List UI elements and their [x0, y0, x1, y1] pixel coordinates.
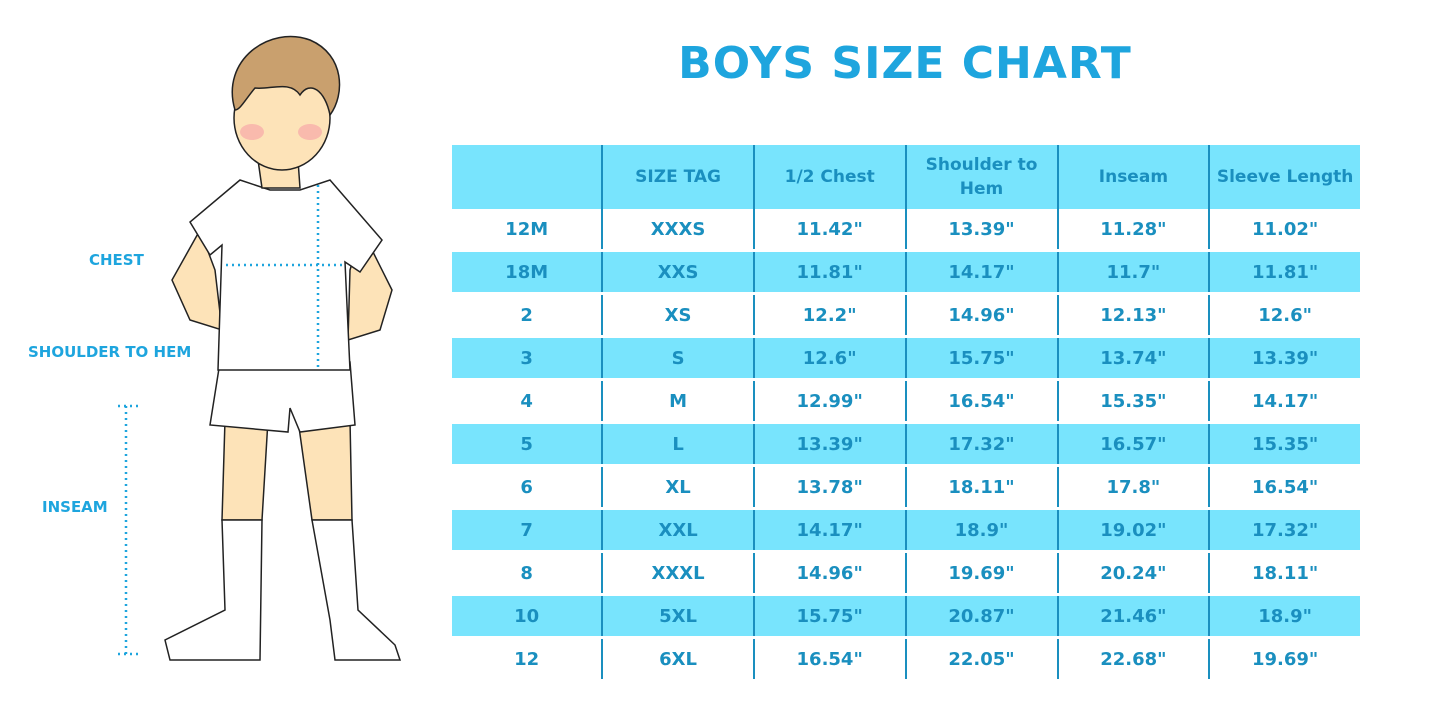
table-cell: 14.17" — [1208, 379, 1360, 423]
table-cell: 20.24" — [1056, 551, 1210, 595]
table-cell: XXS — [601, 249, 754, 295]
table-cell: 13.74" — [1056, 335, 1210, 381]
table-cell: XXL — [601, 507, 754, 553]
table-row: 3 S 12.6" 15.75" 13.74" 13.39" — [452, 335, 1360, 381]
table-cell: XL — [601, 465, 754, 509]
table-cell: 6 — [520, 476, 533, 498]
table-cell: 11.28" — [1056, 209, 1210, 251]
table-cell: 14.17" — [904, 249, 1058, 295]
column-header: SIZE TAG — [601, 145, 754, 209]
table-cell: 19.69" — [1208, 637, 1360, 679]
header-row: SIZE TAG 1/2 Chest Shoulder to Hem Inseam Sl… — [452, 145, 1360, 209]
table-cell: 17.8" — [1056, 465, 1210, 509]
table-row: 5 L 13.39" 17.32" 16.57" 15.35" — [452, 421, 1360, 467]
table-cell: 11.81" — [752, 249, 906, 295]
table-row: 10 5XL 15.75" 20.87" 21.46" 18.9" — [452, 593, 1360, 639]
table-cell: 12.99" — [752, 379, 906, 423]
table-cell: L — [601, 421, 754, 467]
table-cell: 15.75" — [904, 335, 1058, 381]
table-cell: 13.78" — [752, 465, 906, 509]
table-cell: 5XL — [601, 593, 754, 639]
table-cell: 11.7" — [1056, 249, 1210, 295]
table-cell: 19.69" — [904, 551, 1058, 595]
table-cell: 11.42" — [752, 209, 906, 251]
table-cell: 16.54" — [752, 637, 906, 679]
table-cell: 6XL — [601, 637, 754, 679]
table-row: 4 M 12.99" 16.54" 15.35" 14.17" — [452, 379, 1360, 423]
table-cell: 13.39" — [904, 209, 1058, 251]
table-cell: 14.96" — [904, 293, 1058, 337]
table-row: 6 XL 13.78" 18.11" 17.8" 16.54" — [452, 465, 1360, 509]
table-cell: 17.32" — [1208, 507, 1360, 553]
table-cell: 21.46" — [1056, 593, 1210, 639]
table-row: 18M XXS 11.81" 14.17" 11.7" 11.81" — [452, 249, 1360, 295]
table-cell: 15.75" — [752, 593, 906, 639]
table-cell: XXXL — [601, 551, 754, 595]
table-cell: 18.9" — [1208, 593, 1360, 639]
table-cell: 4 — [520, 390, 533, 412]
table-cell: 16.54" — [1208, 465, 1360, 509]
table-cell: 12.2" — [752, 293, 906, 337]
column-header: 1/2 Chest — [752, 145, 906, 209]
table-cell: M — [601, 379, 754, 423]
table-cell: 12 — [514, 648, 540, 670]
chest-label: CHEST — [89, 251, 144, 269]
table-cell: 18M — [452, 249, 603, 295]
inseam-label: INSEAM — [42, 498, 108, 516]
table-cell: S — [601, 335, 754, 381]
table-cell: 16.54" — [904, 379, 1058, 423]
table-cell: 13.39" — [1208, 335, 1360, 381]
table-row: 2 XS 12.2" 14.96" 12.13" 12.6" — [452, 293, 1360, 337]
table-cell: XS — [601, 293, 754, 337]
table-cell: 18.11" — [904, 465, 1058, 509]
column-header: Inseam — [1056, 145, 1210, 209]
table-cell: XXXS — [601, 209, 754, 251]
table-cell: 7 — [452, 507, 603, 553]
table-row: 7 XXL 14.17" 18.9" 19.02" 17.32" — [452, 507, 1360, 553]
table-row: 12M XXXS 11.42" 13.39" 11.28" 11.02" — [452, 209, 1360, 251]
table-cell: 10 — [452, 593, 603, 639]
table-cell: 16.57" — [1056, 421, 1210, 467]
table-cell: 12M — [505, 218, 549, 240]
column-header — [452, 145, 603, 209]
table-cell: 2 — [520, 304, 533, 326]
table-cell: 14.96" — [752, 551, 906, 595]
table-cell: 15.35" — [1208, 421, 1360, 467]
size-table: SIZE TAG 1/2 Chest Shoulder to Hem Inseam Sl… — [452, 145, 1360, 679]
table-cell: 20.87" — [904, 593, 1058, 639]
page-title: BOYS SIZE CHART — [678, 38, 1132, 89]
table-cell: 5 — [452, 421, 603, 467]
table-cell: 18.11" — [1208, 551, 1360, 595]
table-cell: 12.6" — [752, 335, 906, 381]
table-row: 12 6XL 16.54" 22.05" 22.68" 19.69" — [452, 637, 1360, 679]
shoulder-to-hem-label: SHOULDER TO HEM — [28, 343, 192, 361]
table-cell: 17.32" — [904, 421, 1058, 467]
table-cell: 12.6" — [1208, 293, 1360, 337]
table-cell: 14.17" — [752, 507, 906, 553]
table-cell: 22.05" — [904, 637, 1058, 679]
table-cell: 22.68" — [1056, 637, 1210, 679]
table-cell: 8 — [520, 562, 533, 584]
boy-illustration — [118, 35, 402, 661]
table-cell: 11.81" — [1208, 249, 1360, 295]
table-cell: 18.9" — [904, 507, 1058, 553]
column-header: Shoulder to Hem — [904, 145, 1058, 209]
table-row: 8 XXXL 14.96" 19.69" 20.24" 18.11" — [452, 551, 1360, 595]
table-cell: 12.13" — [1056, 293, 1210, 337]
table-cell: 11.02" — [1208, 209, 1360, 251]
column-header: Sleeve Length — [1208, 145, 1360, 209]
table-cell: 19.02" — [1056, 507, 1210, 553]
table-cell: 3 — [452, 335, 603, 381]
table-cell: 15.35" — [1056, 379, 1210, 423]
table-cell: 13.39" — [752, 421, 906, 467]
